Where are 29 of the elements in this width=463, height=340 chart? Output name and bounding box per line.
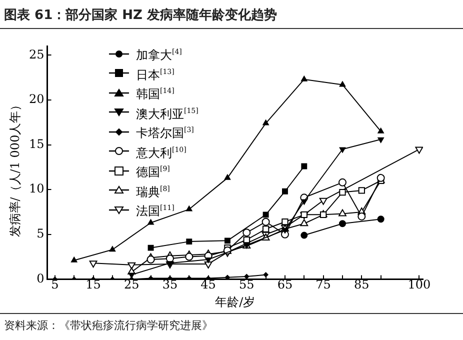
x-tick-label: 55: [238, 278, 254, 292]
x-tick-label: 75: [316, 278, 331, 292]
y-tick-label: 15: [28, 136, 44, 151]
y-tick-label: 5: [36, 226, 44, 241]
legend-label: 加拿大$^{[4]}$: [136, 47, 182, 64]
legend-label: 韩国$^{[14]}$: [136, 86, 174, 102]
y-tick-label: 0: [36, 271, 44, 286]
legend-label: 法国$^{[11]}$: [136, 203, 174, 220]
x-axis-title: 年龄/岁: [215, 294, 256, 309]
legend-label: 德国$^{[9]}$: [136, 164, 170, 180]
y-tick-label: 25: [28, 47, 44, 62]
y-tick-label: 20: [28, 92, 44, 106]
x-tick-label: 100: [408, 278, 431, 292]
x-tick-label: 15: [86, 278, 101, 292]
x-tick-label: 25: [124, 278, 140, 292]
legend-label: 卡塔尔国$^{[3]}$: [136, 125, 194, 142]
text: 资料来源：《带状疱疹流行病学研究进展》: [4, 318, 213, 333]
x-tick-label: 35: [162, 278, 178, 292]
legend-label: 瑞典$^{[8]}$: [136, 184, 170, 200]
x-tick-label: 45: [200, 278, 216, 292]
x-tick-label: 85: [354, 278, 370, 292]
legend-label: 日本$^{[13]}$: [136, 66, 174, 83]
legend-label: 意大利$^{[10]}$: [136, 144, 186, 161]
y-axis-title: 发病率/（人/1 000人年）: [8, 98, 22, 238]
y-tick-label: 10: [28, 182, 44, 196]
x-tick-label: 65: [277, 278, 293, 292]
legend-label: 澳大利亚$^{[15]}$: [136, 106, 198, 122]
chart-title: 图表 61：部分国家 HZ 发病率随年龄变化趋势: [4, 6, 277, 24]
x-tick-label: 5: [51, 278, 59, 292]
